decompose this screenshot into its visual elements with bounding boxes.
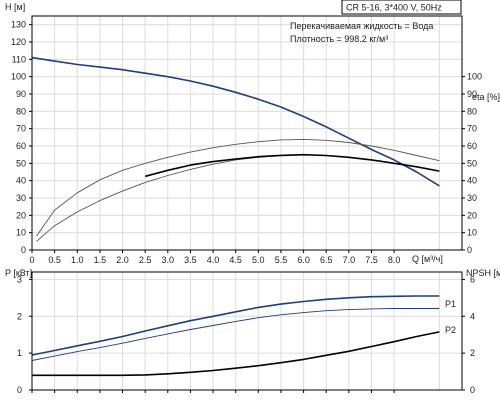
top-left-tick-label: 60 — [16, 141, 26, 151]
bottom-left-tick-label: 0 — [17, 385, 22, 395]
top-x-tick-label: 1.5 — [94, 255, 107, 265]
top-x-tick-label: 4.0 — [207, 255, 220, 265]
top-x-tick-label: 0.5 — [48, 255, 61, 265]
series-label-p1: P1 — [445, 299, 456, 309]
top-left-tick-label: 20 — [16, 210, 26, 220]
top-left-tick-label: 30 — [16, 193, 26, 203]
head-curve — [31, 56, 440, 187]
top-right-tick-label: 20 — [467, 210, 477, 220]
top-x-tick-label: 5.0 — [252, 255, 265, 265]
top-ylabel-left: H [м] — [5, 2, 25, 12]
top-right-tick-label: 100 — [467, 72, 482, 82]
bottom-right-tick-label: 2 — [470, 348, 475, 358]
top-left-tick-label: 100 — [11, 72, 26, 82]
top-left-tick-label: 0 — [21, 245, 26, 255]
top-left-tick-label: 40 — [16, 176, 26, 186]
density-text: Плотность = 998.2 кг/м³ — [290, 34, 388, 44]
top-x-tick-label: 3.0 — [162, 255, 175, 265]
top-x-tick-label: 1.0 — [71, 255, 84, 265]
npsh-curve — [32, 331, 440, 377]
top-x-tick-label: 8.0 — [388, 255, 401, 265]
p1-curve — [31, 295, 440, 356]
top-x-tick-label: 7.0 — [343, 255, 356, 265]
top-left-tick-label: 110 — [12, 54, 26, 64]
top-x-tick-label: 6.0 — [297, 255, 310, 265]
top-right-tick-label: 60 — [467, 141, 477, 151]
top-x-tick-label: 7.5 — [365, 255, 378, 265]
top-left-tick-label: 120 — [11, 37, 26, 47]
liquid-text: Перекачиваемая жидкость = Вода — [290, 21, 433, 31]
top-right-tick-label: 0 — [467, 245, 472, 255]
bottom-plot-frame — [31, 271, 463, 391]
bottom-ylabel-left: P [кВт] — [5, 268, 32, 278]
bottom-right-tick-label: 0 — [470, 385, 475, 395]
top-right-tick-label: 50 — [467, 158, 477, 168]
top-right-tick-label: 90 — [467, 89, 477, 99]
top-right-tick-label: 80 — [467, 106, 477, 116]
top-plot-frame — [31, 15, 463, 251]
efficiency-upper-curve — [36, 138, 440, 237]
top-left-tick-label: 10 — [16, 228, 26, 238]
top-left-tick-label: 50 — [16, 158, 26, 168]
bottom-right-tick-label: 4 — [470, 311, 475, 321]
top-x-tick-label: 2.5 — [139, 255, 152, 265]
bottom-ylabel-right: NPSH [м] — [466, 268, 500, 278]
top-right-tick-label: 30 — [467, 193, 477, 203]
top-x-tick-label: 4.5 — [229, 255, 242, 265]
top-left-tick-label: 80 — [16, 106, 26, 116]
bottom-left-tick-label: 1 — [17, 348, 22, 358]
top-x-tick-label: 6.5 — [320, 255, 333, 265]
top-x-tick-label: 2.0 — [116, 255, 129, 265]
bottom-left-tick-label: 2 — [17, 311, 22, 321]
efficiency-curve — [144, 153, 440, 178]
top-right-tick-label: 10 — [467, 228, 477, 238]
top-ylabel-right: eta [%] — [472, 92, 500, 102]
top-x-tick-label: 0 — [29, 255, 34, 265]
top-x-tick-label: 5.5 — [275, 255, 288, 265]
top-left-tick-label: 70 — [16, 124, 26, 134]
top-right-tick-label: 70 — [467, 124, 477, 134]
top-x-tick-label: 3.5 — [184, 255, 197, 265]
top-left-tick-label: 90 — [16, 89, 26, 99]
bottom-left-tick-label: 3 — [17, 274, 22, 284]
top-xlabel: Q [м³/ч] — [412, 254, 443, 264]
chart-title: CR 5-16, 3*400 V, 50Hz — [346, 3, 442, 13]
series-label-p2: P2 — [445, 325, 456, 335]
top-left-tick-label: 130 — [11, 20, 26, 30]
chart-title-box — [341, 0, 462, 15]
p2-curve — [31, 308, 440, 361]
bottom-right-tick-label: 6 — [470, 274, 475, 284]
top-right-tick-label: 40 — [467, 176, 477, 186]
